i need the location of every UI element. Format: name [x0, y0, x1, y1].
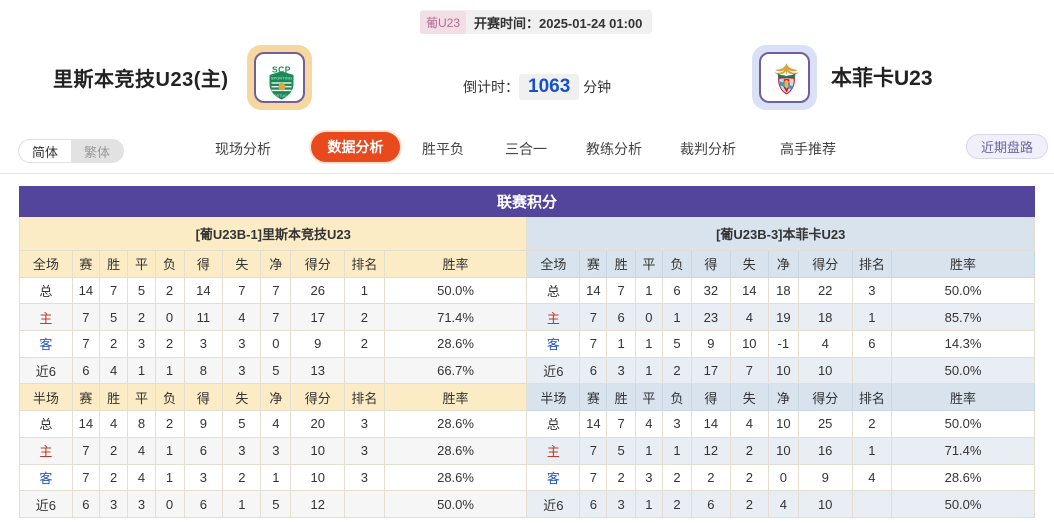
svg-text:PORTUGAL: PORTUGAL	[271, 94, 291, 98]
svg-text:SPORTING: SPORTING	[271, 77, 292, 81]
